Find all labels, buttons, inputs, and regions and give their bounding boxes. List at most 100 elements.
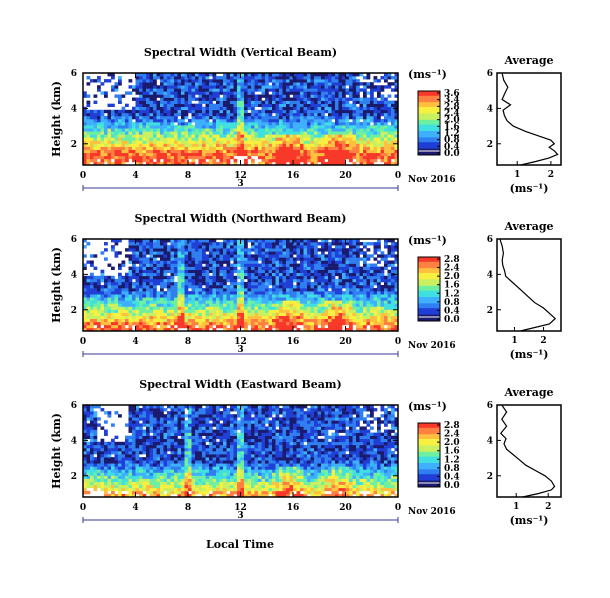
heatmap-cell xyxy=(230,91,234,95)
heatmap-cell xyxy=(226,128,231,132)
heatmap-cell xyxy=(300,318,304,323)
heatmap-cell xyxy=(195,315,199,320)
heatmap-cell xyxy=(387,288,392,292)
heatmap-cell xyxy=(286,79,290,83)
heatmap-cell xyxy=(139,242,143,246)
heatmap-cell xyxy=(272,288,276,292)
heatmap-cell xyxy=(212,242,217,246)
heatmap-cell xyxy=(111,143,115,147)
heatmap-cell xyxy=(296,103,301,108)
heatmap-cell xyxy=(93,297,98,301)
heatmap-cell xyxy=(335,100,339,104)
heatmap-cell xyxy=(296,122,301,126)
heatmap-cell xyxy=(237,79,241,83)
heatmap-cell xyxy=(265,269,269,274)
heatmap-cell xyxy=(384,161,388,166)
heatmap-cell xyxy=(247,146,252,150)
colorbar-tick-label: 2.4 xyxy=(444,109,460,119)
heatmap-cell xyxy=(258,269,262,274)
heatmap-cell xyxy=(282,300,287,304)
heatmap-cell xyxy=(83,91,87,95)
heatmap-cell xyxy=(394,134,399,138)
heatmap-cell xyxy=(142,85,147,89)
heatmap-cell xyxy=(97,134,101,138)
heatmap-cell xyxy=(391,103,395,108)
heatmap-cell xyxy=(366,146,371,150)
heatmap-cell xyxy=(83,306,87,310)
heatmap-cell xyxy=(90,275,94,280)
heatmap-cell xyxy=(324,122,329,126)
heatmap-cell xyxy=(254,115,259,120)
heatmap-cell xyxy=(254,321,259,326)
heatmap-cell xyxy=(226,115,231,120)
heatmap-cell xyxy=(251,315,255,320)
heatmap-cell xyxy=(125,91,129,95)
heatmap-cell xyxy=(261,245,266,249)
heatmap-cell xyxy=(268,291,273,295)
heatmap-cell xyxy=(314,327,318,332)
heatmap-cell xyxy=(118,79,122,83)
heatmap-cell xyxy=(394,140,399,144)
heatmap-cell xyxy=(314,248,318,252)
heatmap-cell xyxy=(188,76,192,80)
heatmap-cell xyxy=(146,263,150,267)
heatmap-cell xyxy=(324,239,329,243)
heatmap-cell xyxy=(352,128,357,132)
heatmap-cell xyxy=(261,128,266,132)
heatmap-cell xyxy=(258,324,262,329)
heatmap-cell xyxy=(261,143,266,147)
heatmap-cell xyxy=(366,297,371,301)
heatmap-cell xyxy=(300,79,304,83)
heatmap-cell xyxy=(195,278,199,283)
heatmap-cell xyxy=(163,269,168,274)
heatmap-cell xyxy=(328,269,332,274)
heatmap-cell xyxy=(114,281,119,286)
heatmap-cell xyxy=(377,285,381,289)
heatmap-cell xyxy=(160,309,164,313)
heatmap-cell xyxy=(237,125,241,129)
heatmap-cell xyxy=(373,131,378,135)
heatmap-cell xyxy=(139,155,143,160)
heatmap-cell xyxy=(195,306,199,310)
heatmap-cell xyxy=(167,300,171,304)
heatmap-cell xyxy=(100,115,105,120)
heatmap-cell xyxy=(198,134,203,138)
heatmap-cell xyxy=(335,128,339,132)
heatmap-cell xyxy=(293,155,297,160)
heatmap-cell xyxy=(205,306,210,310)
heatmap-cell xyxy=(254,251,259,255)
heatmap-cell xyxy=(275,254,280,258)
heatmap-cell xyxy=(373,288,378,292)
heatmap-cell xyxy=(167,306,171,310)
heatmap-cell xyxy=(240,291,245,295)
heatmap-cell xyxy=(212,248,217,252)
heatmap-cell xyxy=(174,266,178,270)
heatmap-cell xyxy=(366,291,371,295)
heatmap-cell xyxy=(149,306,154,310)
heatmap-cell xyxy=(328,103,332,108)
heatmap-cell xyxy=(321,91,325,95)
heatmap-cell xyxy=(167,315,171,320)
heatmap-cell xyxy=(198,85,203,89)
heatmap-cell xyxy=(321,269,325,274)
heatmap-cell xyxy=(212,152,217,157)
heatmap-cell xyxy=(237,103,241,108)
heatmap-cell xyxy=(114,321,119,326)
heatmap-cell xyxy=(100,321,105,326)
heatmap-cell xyxy=(191,112,196,117)
heatmap-cell xyxy=(303,242,308,246)
heatmap-cell xyxy=(156,297,161,301)
heatmap-cell xyxy=(153,248,157,252)
heatmap-cell xyxy=(174,288,178,292)
heatmap-cell xyxy=(233,134,238,138)
heatmap-cell xyxy=(114,109,119,114)
heatmap-cell xyxy=(307,251,311,255)
heatmap-cell xyxy=(282,119,287,123)
heatmap-cell xyxy=(163,312,168,316)
heatmap-cell xyxy=(342,278,346,283)
heatmap-cell xyxy=(324,131,329,135)
heatmap-cell xyxy=(331,161,336,166)
heatmap-cell xyxy=(300,285,304,289)
heatmap-cell xyxy=(391,155,395,160)
heatmap-cell xyxy=(391,275,395,280)
